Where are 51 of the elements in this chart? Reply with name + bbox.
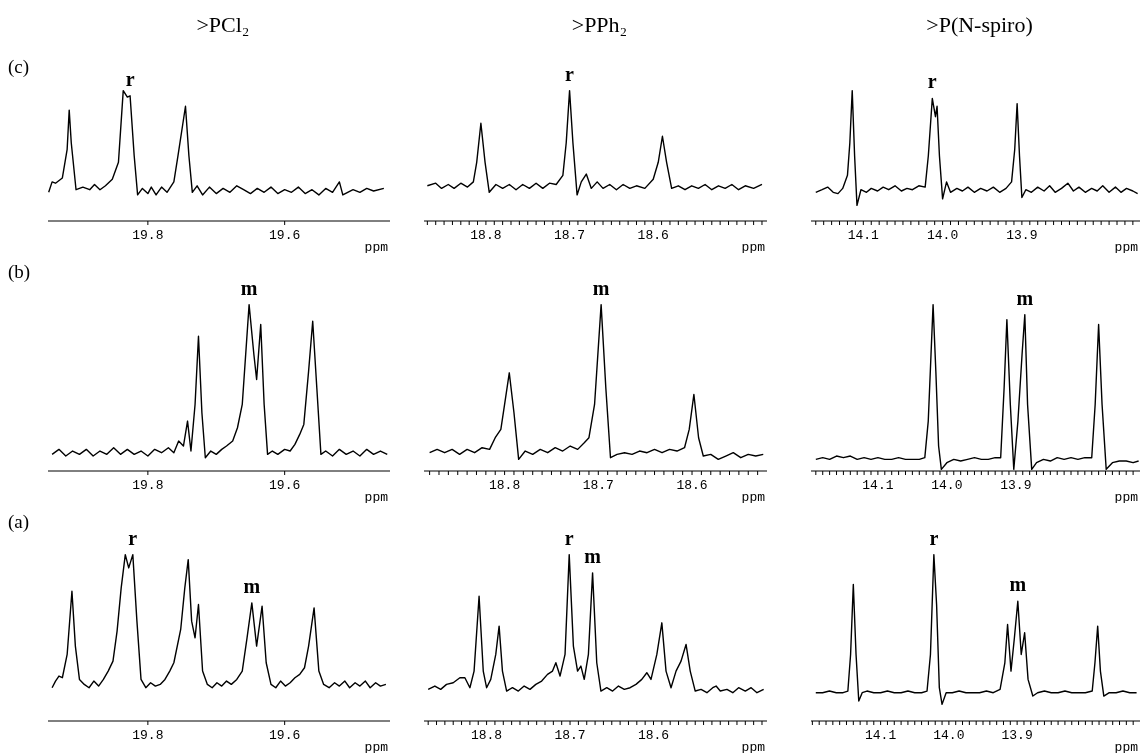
x-tick-label: 19.8 [132,728,164,743]
x-tick-label: 13.9 [1000,478,1032,493]
x-axis-title: ppm [364,240,389,255]
x-axis-title: ppm [741,740,766,753]
chart-title: >P(N-spiro) [925,11,1034,39]
x-tick-label: 19.6 [269,478,301,493]
x-tick-label: 18.7 [582,478,614,493]
x-tick-label: 18.6 [637,228,669,243]
x-axis-title: ppm [741,490,766,505]
text: (b) [8,261,31,283]
x-tick-label: 14.0 [926,228,959,243]
annotation: m [592,276,610,299]
annotation: m [243,574,261,597]
x-tick-label: 14.1 [862,478,894,493]
annotation: r [125,67,135,90]
text: (c) [8,56,30,78]
text: (a) [8,511,30,533]
x-axis-title: ppm [1114,490,1139,505]
x-axis-title: ppm [1114,240,1139,255]
x-tick-label: 19.6 [269,728,301,743]
x-tick-label: 18.8 [470,728,503,743]
x-tick-label: 13.9 [1006,228,1038,243]
x-axis-title: ppm [364,740,389,753]
x-tick-label: 18.8 [470,228,502,243]
x-tick-label: 14.1 [847,228,880,243]
x-tick-label: 19.8 [132,478,164,493]
x-axis-title: ppm [741,240,766,255]
x-tick-label: 14.0 [933,728,965,743]
x-axis-title: ppm [364,490,389,505]
chart-title: >PCl₂ [195,11,251,39]
x-tick-label: 18.7 [553,228,586,243]
x-tick-label: 13.9 [1001,728,1033,743]
chart-title: >PPh₂ [570,11,629,39]
x-tick-label: 19.6 [269,228,301,243]
annotation: r [128,526,138,549]
annotation: r [565,62,575,85]
annotation: m [584,544,602,567]
x-tick-label: 18.8 [488,478,521,493]
x-tick-label: 18.6 [676,478,708,493]
x-tick-label: 14.1 [865,728,897,743]
annotation: r [564,526,574,549]
x-tick-label: 19.8 [132,228,164,243]
x-tick-label: 18.6 [637,728,670,743]
x-tick-label: 18.7 [554,728,586,743]
annotation: m [240,276,258,299]
x-tick-label: 14.0 [931,478,963,493]
annotation: m [1009,573,1027,596]
annotation: r [927,70,937,93]
annotation: m [1016,286,1034,309]
x-axis-title: ppm [1114,740,1139,753]
annotation: r [929,526,939,549]
